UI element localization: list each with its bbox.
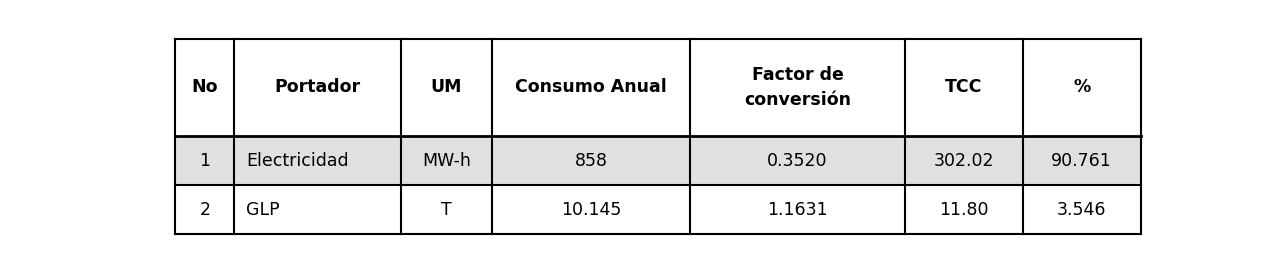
Text: UM: UM <box>430 79 462 96</box>
Bar <box>401 39 492 136</box>
Text: 1.1631: 1.1631 <box>767 201 828 219</box>
Text: MW-h: MW-h <box>422 152 471 170</box>
Bar <box>235 136 401 185</box>
Text: 858: 858 <box>574 152 607 170</box>
Bar <box>401 185 492 234</box>
Bar <box>905 39 1022 136</box>
Text: 2: 2 <box>199 201 211 219</box>
Bar <box>1022 185 1140 234</box>
Text: 0.3520: 0.3520 <box>768 152 828 170</box>
Bar <box>176 39 235 136</box>
Bar <box>691 136 905 185</box>
Text: GLP: GLP <box>247 201 280 219</box>
Text: 302.02: 302.02 <box>933 152 994 170</box>
Bar <box>1022 136 1140 185</box>
Bar <box>691 185 905 234</box>
Text: Factor de
conversión: Factor de conversión <box>743 66 851 109</box>
Text: Consumo Anual: Consumo Anual <box>515 79 666 96</box>
Bar <box>492 136 691 185</box>
Text: 10.145: 10.145 <box>561 201 621 219</box>
Bar <box>691 39 905 136</box>
Bar <box>1022 39 1140 136</box>
Text: 1: 1 <box>199 152 211 170</box>
Text: 3.546: 3.546 <box>1057 201 1107 219</box>
Bar <box>905 136 1022 185</box>
Bar <box>176 136 235 185</box>
Text: Electricidad: Electricidad <box>247 152 349 170</box>
Text: T: T <box>440 201 452 219</box>
Text: 11.80: 11.80 <box>939 201 989 219</box>
Text: TCC: TCC <box>945 79 982 96</box>
Bar <box>401 136 492 185</box>
Bar <box>235 39 401 136</box>
Bar <box>905 185 1022 234</box>
Text: No: No <box>191 79 218 96</box>
Bar <box>492 39 691 136</box>
Text: Portador: Portador <box>275 79 361 96</box>
Bar <box>235 185 401 234</box>
Text: 90.761: 90.761 <box>1052 152 1112 170</box>
Bar <box>492 185 691 234</box>
Text: %: % <box>1073 79 1090 96</box>
Bar <box>176 185 235 234</box>
